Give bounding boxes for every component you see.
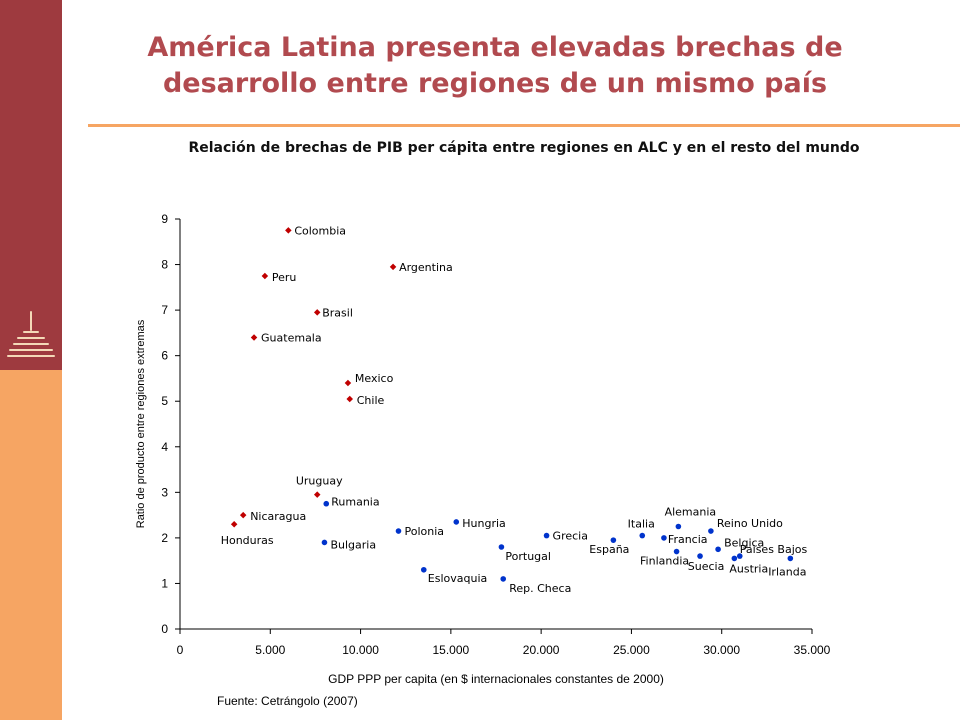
- point-label: Finlandia: [640, 555, 689, 568]
- data-point-other: [715, 546, 721, 553]
- y-tick-label: 6: [161, 349, 168, 363]
- y-tick-label: 3: [161, 485, 168, 499]
- point-label: Nicaragua: [250, 510, 306, 523]
- y-tick-label: 2: [161, 531, 168, 545]
- title-divider: [88, 124, 960, 127]
- y-tick-label: 1: [161, 576, 168, 590]
- point-label: Paises Bajos: [740, 543, 808, 556]
- data-point-other: [675, 523, 682, 530]
- x-tick-label: 25.000: [613, 643, 650, 657]
- point-label: Polonia: [404, 525, 444, 538]
- point-label: Argentina: [399, 261, 453, 274]
- data-point-other: [543, 532, 550, 539]
- page-title: América Latina presenta elevadas brechas…: [95, 30, 895, 102]
- data-point-other: [323, 500, 330, 507]
- y-tick-label: 8: [161, 258, 168, 272]
- x-tick-label: 30.000: [703, 643, 740, 657]
- y-tick-label: 4: [161, 440, 168, 454]
- data-point-other: [736, 553, 743, 559]
- data-point-other: [708, 528, 714, 534]
- data-point-latam: [346, 395, 353, 403]
- point-label: Rumania: [331, 496, 379, 509]
- title-line-2: desarrollo entre regiones de un mismo pa…: [162, 68, 828, 99]
- x-tick-label: 20.000: [523, 643, 560, 657]
- y-tick-label: 9: [161, 212, 168, 226]
- data-point-other: [500, 576, 507, 582]
- point-label: Bulgaria: [330, 538, 376, 551]
- point-label: Uruguay: [296, 475, 343, 488]
- data-point-latam: [313, 309, 321, 316]
- point-label: Italia: [628, 518, 655, 531]
- institution-logo: [7, 311, 55, 357]
- point-label: Mexico: [355, 372, 394, 385]
- point-label: Rep. Checa: [509, 582, 571, 595]
- point-label: Grecia: [553, 530, 588, 543]
- source-note: Fuente: Cetrángolo (2007): [217, 694, 358, 708]
- x-tick-label: 5.000: [255, 643, 285, 657]
- x-tick-label: 15.000: [433, 643, 470, 657]
- point-label: Peru: [272, 271, 297, 284]
- data-point-other: [453, 519, 460, 525]
- data-point-other: [321, 539, 328, 546]
- point-label: Colombia: [294, 224, 346, 237]
- point-label: Reino Unido: [717, 517, 783, 530]
- data-point-latam: [285, 227, 292, 234]
- x-axis-title: GDP PPP per capita (en $ internacionales…: [328, 672, 664, 686]
- data-point-latam: [239, 511, 247, 519]
- point-label: Alemania: [665, 506, 717, 519]
- data-point-other: [731, 555, 738, 562]
- data-point-other: [661, 535, 667, 541]
- title-line-1: América Latina presenta elevadas brechas…: [147, 32, 843, 63]
- data-point-other: [610, 537, 617, 543]
- point-label: Austria: [729, 562, 768, 575]
- point-label: Hungria: [462, 517, 506, 530]
- point-label: Chile: [357, 394, 385, 407]
- left-accent-bar-bottom: [0, 370, 62, 720]
- axes: 0 1 2 3 4 5 6 7 8 9 0 5.000 10.000 15.000 20.000 25.000…: [135, 212, 831, 686]
- data-point-latam: [261, 272, 269, 280]
- y-tick-label: 5: [161, 394, 168, 408]
- data-point-other: [420, 566, 427, 573]
- left-accent-bar-top: [0, 0, 62, 370]
- data-point-other: [498, 544, 505, 550]
- data-points: [230, 227, 794, 582]
- y-tick-label: 0: [161, 622, 168, 636]
- y-tick-label: 7: [161, 303, 168, 317]
- data-point-latam: [389, 263, 397, 271]
- point-label: Irlanda: [768, 565, 806, 578]
- data-point-other: [673, 548, 680, 555]
- x-tick-label: 10.000: [342, 643, 379, 657]
- x-tick-label: 35.000: [794, 643, 831, 657]
- data-point-latam: [230, 520, 238, 528]
- point-label: Brasil: [322, 306, 353, 319]
- point-label: Eslovaquia: [428, 572, 487, 585]
- point-label: Honduras: [221, 534, 274, 547]
- point-label: Guatemala: [261, 331, 322, 344]
- data-point-other: [639, 532, 646, 539]
- data-point-latam: [313, 491, 321, 498]
- point-label: Belgica: [724, 536, 764, 549]
- data-point-other: [395, 528, 402, 534]
- data-point-other: [787, 555, 794, 562]
- data-point-other: [697, 553, 703, 559]
- data-point-latam: [344, 379, 352, 387]
- point-label: Portugal: [505, 550, 551, 563]
- point-label: Francia: [668, 533, 708, 546]
- y-axis-title: Ratio de producto entre regiones extrema…: [135, 319, 147, 528]
- chart-subtitle: Relación de brechas de PIB per cápita en…: [188, 140, 860, 156]
- data-point-latam: [250, 334, 258, 341]
- x-tick-label: 0: [177, 643, 184, 657]
- point-label: Suecia: [688, 560, 725, 573]
- point-label: España: [589, 543, 629, 556]
